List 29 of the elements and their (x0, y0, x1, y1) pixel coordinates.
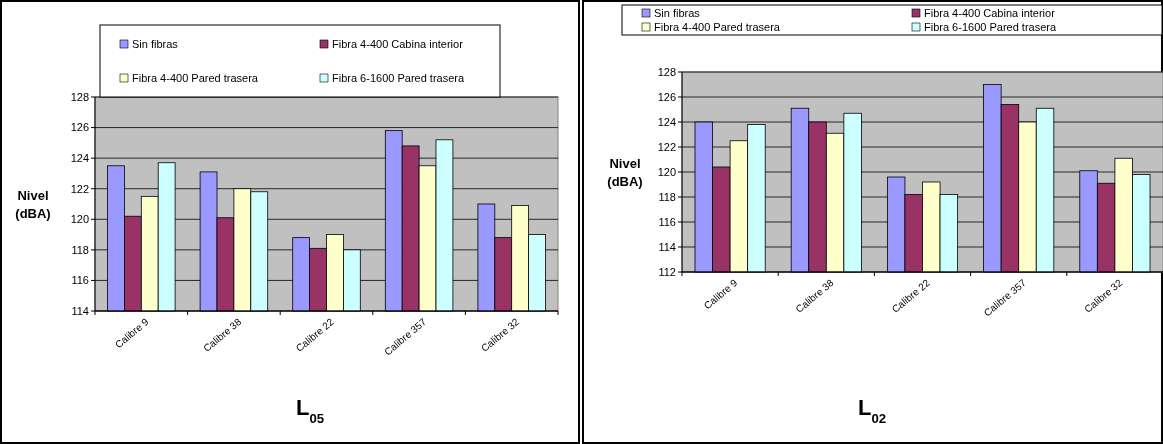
legend-label: Sin fibras (132, 37, 179, 50)
legend-label: Fibra 4-400 Cabina interior (332, 37, 464, 50)
legend-label: Fibra 4-400 Cabina interior (924, 6, 1056, 19)
y-tick-label: 116 (71, 274, 89, 287)
y-tick-label: 128 (70, 90, 89, 103)
y-tick-label: 120 (657, 165, 676, 178)
y-tick-label: 124 (657, 115, 676, 128)
y-tick-label: 114 (71, 304, 89, 317)
y-tick-label: 116 (658, 215, 676, 228)
legend-label: Sin fibras (654, 6, 701, 19)
y-axis-title: Nivel (dBA) (607, 156, 643, 189)
text: L$_{02}$ (857, 395, 887, 426)
y-tick-label: 126 (70, 121, 89, 134)
y-tick-label: 112 (658, 265, 676, 278)
legend-label: Fibra 6-1600 Pared trasera (924, 20, 1057, 33)
text: L$_{05}$ (295, 395, 325, 426)
y-tick-label: 122 (70, 182, 89, 195)
legend-label: Fibra 4-400 Pared trasera (132, 71, 259, 84)
legend-label: Fibra 6-1600 Pared trasera (332, 71, 465, 84)
y-tick-label: 114 (658, 240, 676, 253)
y-tick-label: 122 (657, 140, 676, 153)
y-tick-label: 118 (658, 190, 676, 203)
y-tick-label: 128 (657, 65, 676, 78)
y-axis-title: Nivel (dBA) (15, 188, 51, 221)
y-tick-label: 120 (70, 213, 89, 226)
legend-label: Fibra 4-400 Pared trasera (654, 20, 781, 33)
y-tick-label: 118 (71, 243, 89, 256)
y-tick-label: 124 (70, 151, 89, 164)
y-tick-label: 126 (657, 90, 676, 103)
